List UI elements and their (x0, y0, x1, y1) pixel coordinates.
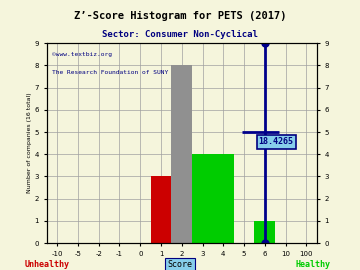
Text: Score: Score (167, 260, 193, 269)
Bar (255, 221, 275, 243)
Text: Sector: Consumer Non-Cyclical: Sector: Consumer Non-Cyclical (102, 30, 258, 39)
Bar (171, 65, 192, 243)
Text: Z’-Score Histogram for PETS (2017): Z’-Score Histogram for PETS (2017) (74, 11, 286, 21)
Bar (192, 154, 234, 243)
Text: 18.4265: 18.4265 (258, 137, 294, 147)
Bar (150, 176, 171, 243)
Text: Healthy: Healthy (296, 260, 331, 269)
Text: ©www.textbiz.org: ©www.textbiz.org (52, 52, 112, 57)
Y-axis label: Number of companies (16 total): Number of companies (16 total) (27, 93, 32, 193)
Text: Unhealthy: Unhealthy (24, 260, 69, 269)
Text: The Research Foundation of SUNY: The Research Foundation of SUNY (52, 70, 168, 75)
